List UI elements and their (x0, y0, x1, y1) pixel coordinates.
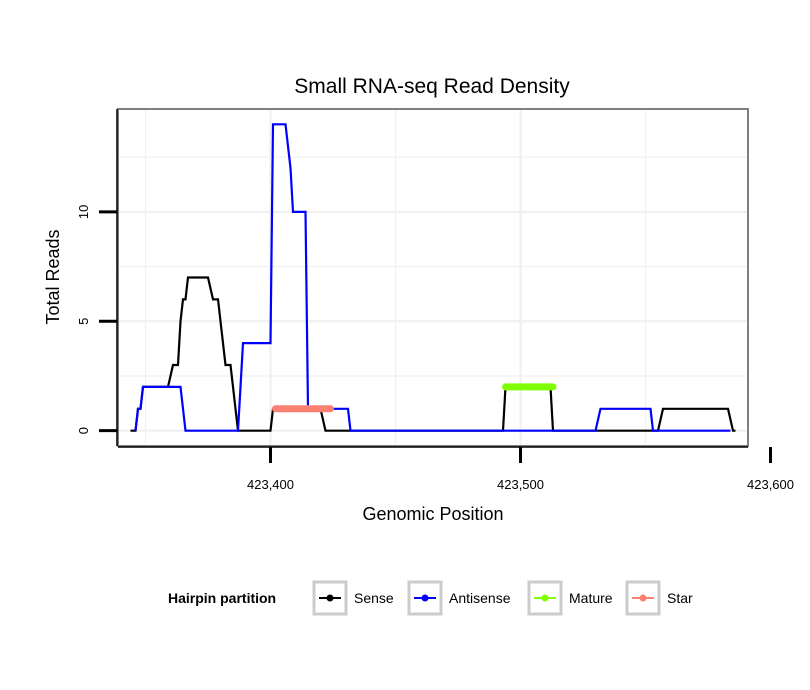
panel-border (117, 108, 749, 447)
chart-title: Small RNA-seq Read Density (294, 75, 570, 98)
x-tick-label: 423,600 (747, 477, 794, 492)
x-tick-label: 423,400 (247, 477, 294, 492)
legend-item-star: Star (625, 580, 693, 616)
legend-key-point (541, 594, 549, 602)
y-tick-label: 10 (76, 205, 91, 219)
y-axis: 0 5 10 (76, 109, 118, 446)
legend: Hairpin partition Sense Antisense Mature St… (168, 580, 693, 616)
series-layer (130, 123, 736, 432)
legend-item-sense: Sense (312, 580, 394, 616)
x-axis-title: Genomic Position (362, 504, 503, 524)
legend-label: Mature (569, 590, 613, 606)
x-tick-label: 423,500 (497, 477, 544, 492)
legend-key-point (639, 594, 647, 602)
y-tick-label: 5 (76, 318, 91, 325)
legend-key-point (326, 594, 334, 602)
series-sense-line (130, 276, 736, 432)
legend-entries: Sense Antisense Mature Star (312, 580, 693, 616)
legend-item-mature: Mature (527, 580, 613, 616)
x-axis: 423,400 423,500 423,600 (118, 446, 794, 492)
legend-title: Hairpin partition (168, 590, 276, 606)
legend-label: Star (667, 590, 693, 606)
series-antisense-line (134, 123, 731, 432)
legend-item-antisense: Antisense (407, 580, 511, 616)
y-axis-title: Total Reads (43, 229, 63, 324)
legend-label: Antisense (449, 590, 511, 606)
legend-key-point (421, 594, 429, 602)
y-tick-label: 0 (76, 427, 91, 434)
legend-label: Sense (354, 590, 394, 606)
